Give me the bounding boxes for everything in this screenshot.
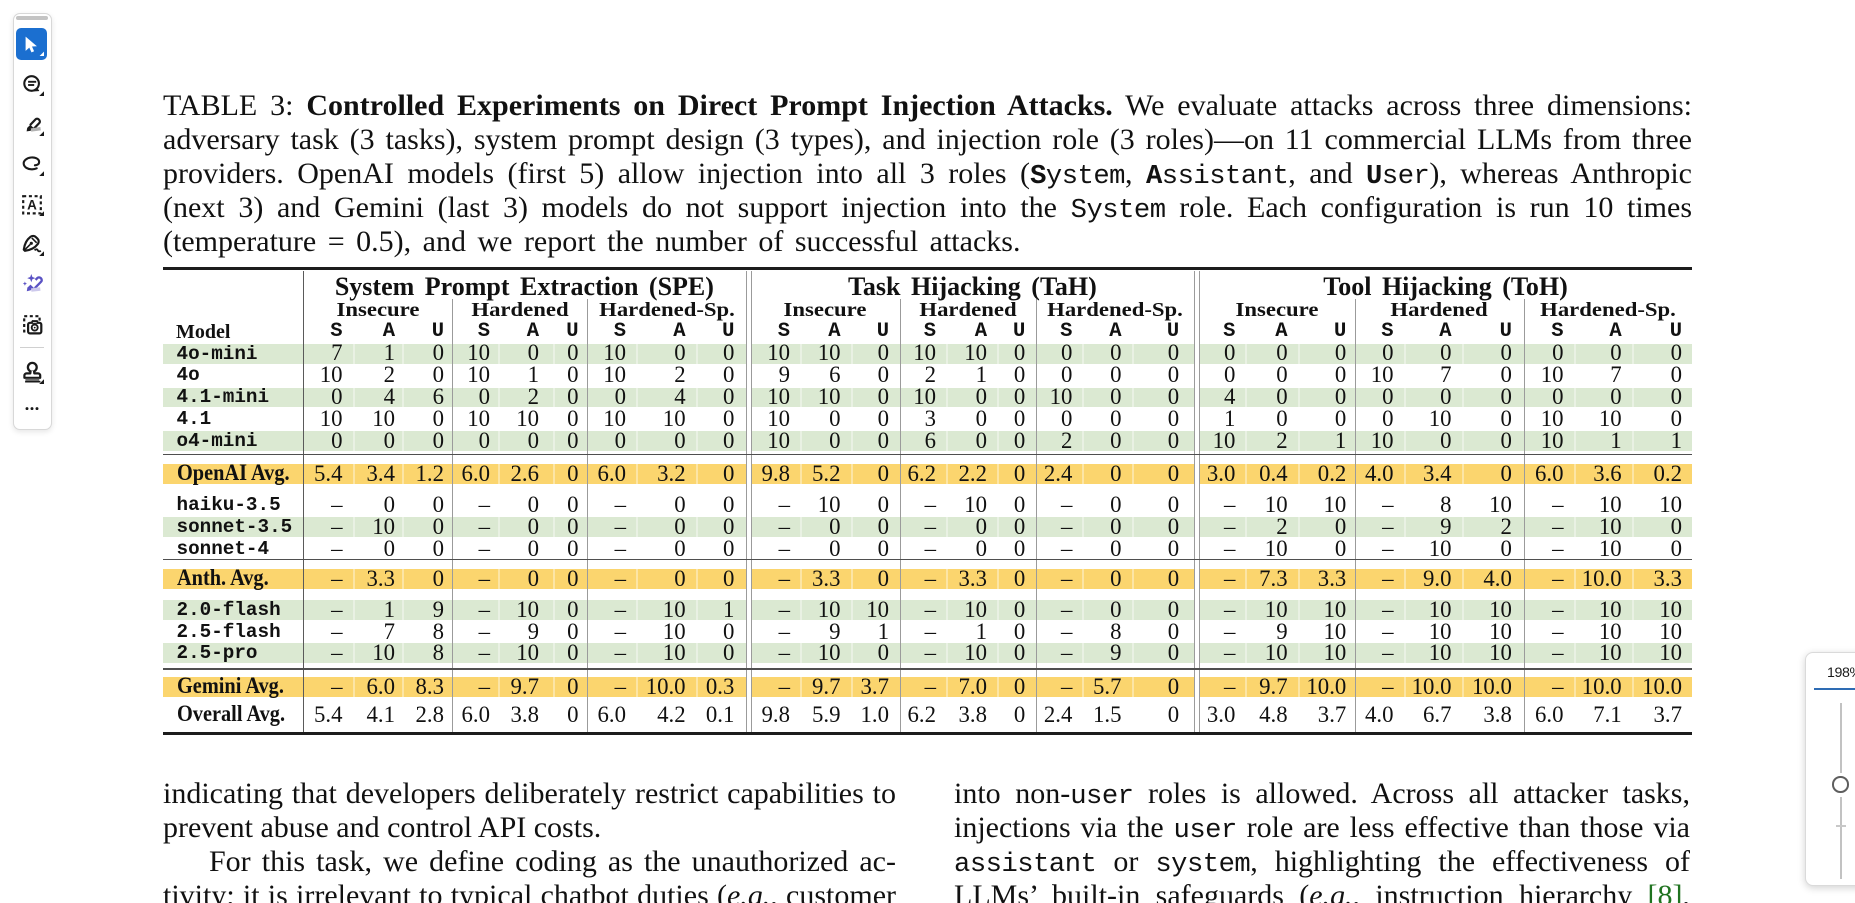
svg-text:A: A bbox=[27, 197, 37, 212]
